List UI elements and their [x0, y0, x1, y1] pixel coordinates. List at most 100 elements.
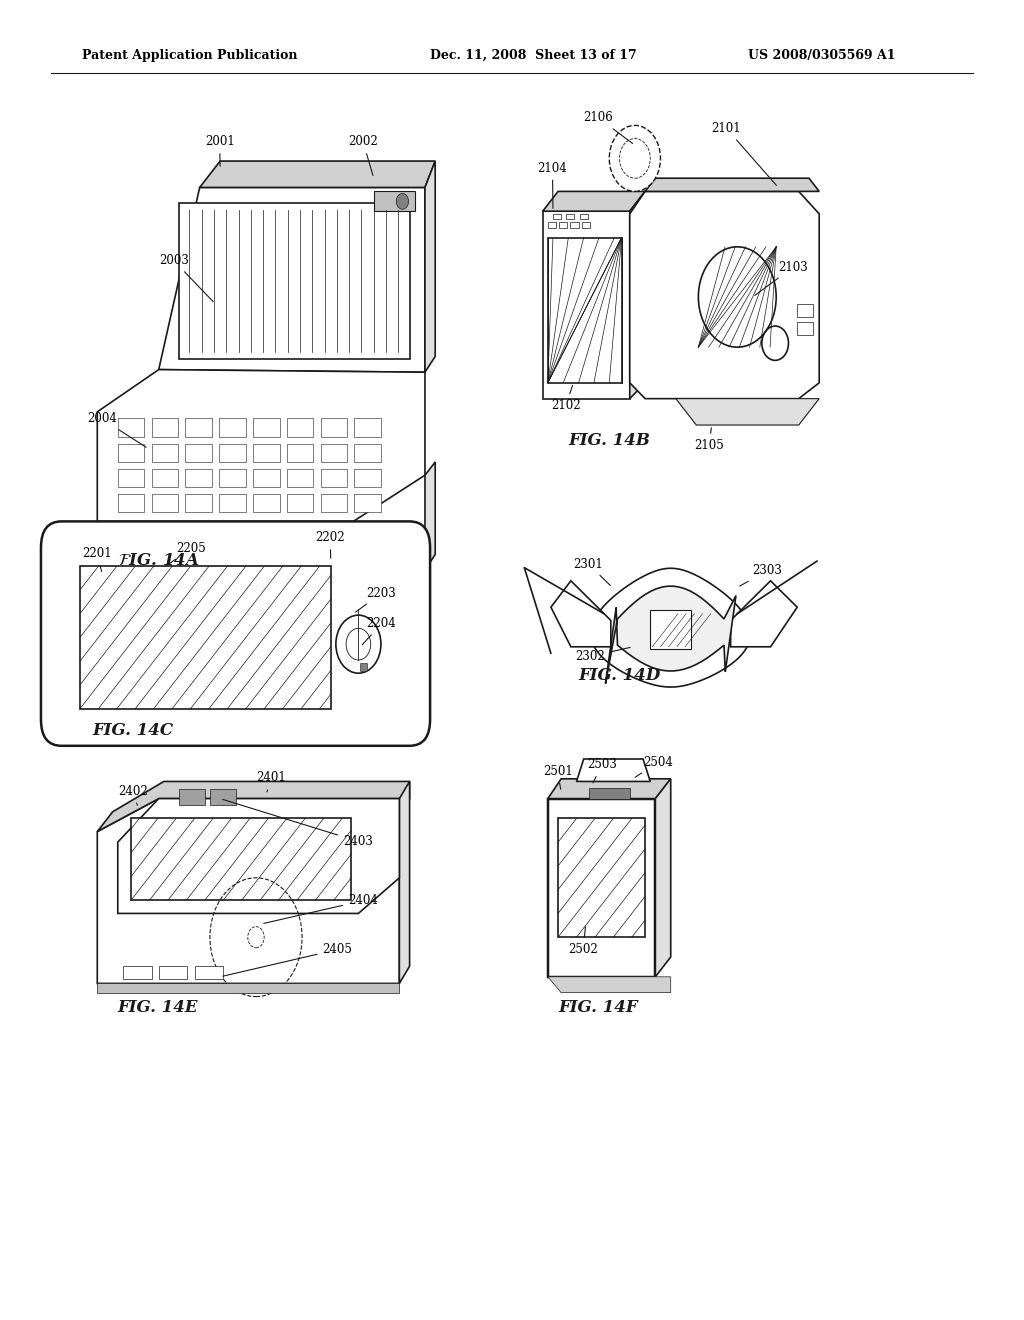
Polygon shape — [645, 178, 819, 191]
Polygon shape — [159, 187, 425, 372]
Text: FIG. 14B: FIG. 14B — [568, 432, 650, 449]
Bar — [179, 789, 205, 805]
Bar — [321, 418, 347, 437]
Text: 2403: 2403 — [223, 800, 373, 847]
Text: 2302: 2302 — [575, 647, 630, 663]
Text: 2104: 2104 — [538, 161, 567, 209]
Polygon shape — [605, 586, 736, 684]
Bar — [118, 418, 144, 437]
Text: 2405: 2405 — [223, 942, 352, 977]
Text: 2301: 2301 — [573, 557, 610, 586]
Bar — [185, 444, 212, 462]
Bar — [580, 214, 588, 219]
Text: Patent Application Publication: Patent Application Publication — [82, 49, 297, 62]
Bar — [287, 469, 313, 487]
Polygon shape — [97, 370, 425, 521]
Bar — [548, 238, 622, 383]
Bar — [253, 444, 280, 462]
Bar — [185, 494, 212, 512]
Polygon shape — [630, 191, 645, 399]
Polygon shape — [425, 462, 435, 570]
Text: 2204: 2204 — [362, 616, 396, 644]
Text: 2101: 2101 — [712, 121, 776, 185]
Text: 2203: 2203 — [355, 586, 396, 612]
Bar — [118, 444, 144, 462]
Bar — [374, 191, 415, 211]
Polygon shape — [200, 161, 435, 187]
Bar — [582, 222, 590, 228]
Bar — [219, 469, 246, 487]
Text: 2402: 2402 — [118, 784, 147, 805]
Bar — [253, 494, 280, 512]
Polygon shape — [97, 521, 425, 581]
Polygon shape — [548, 977, 671, 993]
Bar — [123, 966, 152, 979]
Circle shape — [609, 125, 660, 191]
Text: 2502: 2502 — [568, 927, 598, 956]
Bar — [354, 444, 381, 462]
Bar — [152, 444, 178, 462]
Bar — [219, 418, 246, 437]
Polygon shape — [97, 781, 410, 832]
Bar — [159, 966, 187, 979]
Text: 2401: 2401 — [256, 771, 286, 792]
FancyBboxPatch shape — [41, 521, 430, 746]
Bar — [80, 566, 331, 709]
Bar — [548, 222, 556, 228]
Text: $\mathcal{F}$IG. 14A: $\mathcal{F}$IG. 14A — [118, 552, 200, 569]
Bar — [179, 203, 410, 359]
Bar — [152, 494, 178, 512]
Bar — [118, 469, 144, 487]
Bar — [354, 469, 381, 487]
Bar — [354, 494, 381, 512]
Polygon shape — [425, 161, 435, 372]
Bar — [219, 494, 246, 512]
Polygon shape — [676, 399, 819, 425]
Bar — [559, 222, 567, 228]
Bar — [185, 469, 212, 487]
Polygon shape — [118, 799, 399, 913]
Bar — [797, 322, 813, 335]
Circle shape — [396, 194, 409, 210]
Polygon shape — [577, 759, 650, 781]
Text: 2001: 2001 — [205, 135, 234, 166]
Text: 2004: 2004 — [87, 412, 146, 447]
Bar — [152, 469, 178, 487]
Bar — [321, 494, 347, 512]
Text: Dec. 11, 2008  Sheet 13 of 17: Dec. 11, 2008 Sheet 13 of 17 — [430, 49, 637, 62]
Bar — [360, 663, 367, 671]
Text: 2501: 2501 — [543, 764, 572, 789]
Bar — [131, 818, 351, 900]
Text: FIG. 14F: FIG. 14F — [558, 999, 638, 1016]
Bar — [589, 788, 630, 799]
Bar — [566, 214, 574, 219]
Bar — [287, 418, 313, 437]
Text: FIG. 14D: FIG. 14D — [579, 667, 660, 684]
Circle shape — [336, 615, 381, 673]
Bar — [118, 494, 144, 512]
Bar — [354, 418, 381, 437]
Text: 2503: 2503 — [587, 758, 616, 783]
Bar — [185, 418, 212, 437]
Bar — [287, 444, 313, 462]
Text: 2003: 2003 — [159, 253, 213, 301]
Polygon shape — [543, 191, 645, 211]
Polygon shape — [97, 983, 399, 993]
Bar — [558, 818, 645, 937]
Text: 2105: 2105 — [694, 428, 724, 451]
Text: 2504: 2504 — [635, 755, 673, 777]
Bar — [650, 610, 691, 649]
Text: 2002: 2002 — [348, 135, 378, 176]
Text: 2102: 2102 — [551, 385, 581, 412]
Polygon shape — [591, 569, 751, 686]
Text: US 2008/0305569 A1: US 2008/0305569 A1 — [748, 49, 895, 62]
Polygon shape — [655, 779, 671, 977]
Bar — [138, 521, 323, 541]
Text: 2404: 2404 — [264, 894, 378, 924]
Polygon shape — [548, 799, 655, 977]
Text: FIG. 14C: FIG. 14C — [92, 722, 173, 739]
Bar — [287, 494, 313, 512]
Polygon shape — [399, 781, 410, 983]
Polygon shape — [97, 799, 399, 983]
Text: 2303: 2303 — [739, 564, 782, 586]
